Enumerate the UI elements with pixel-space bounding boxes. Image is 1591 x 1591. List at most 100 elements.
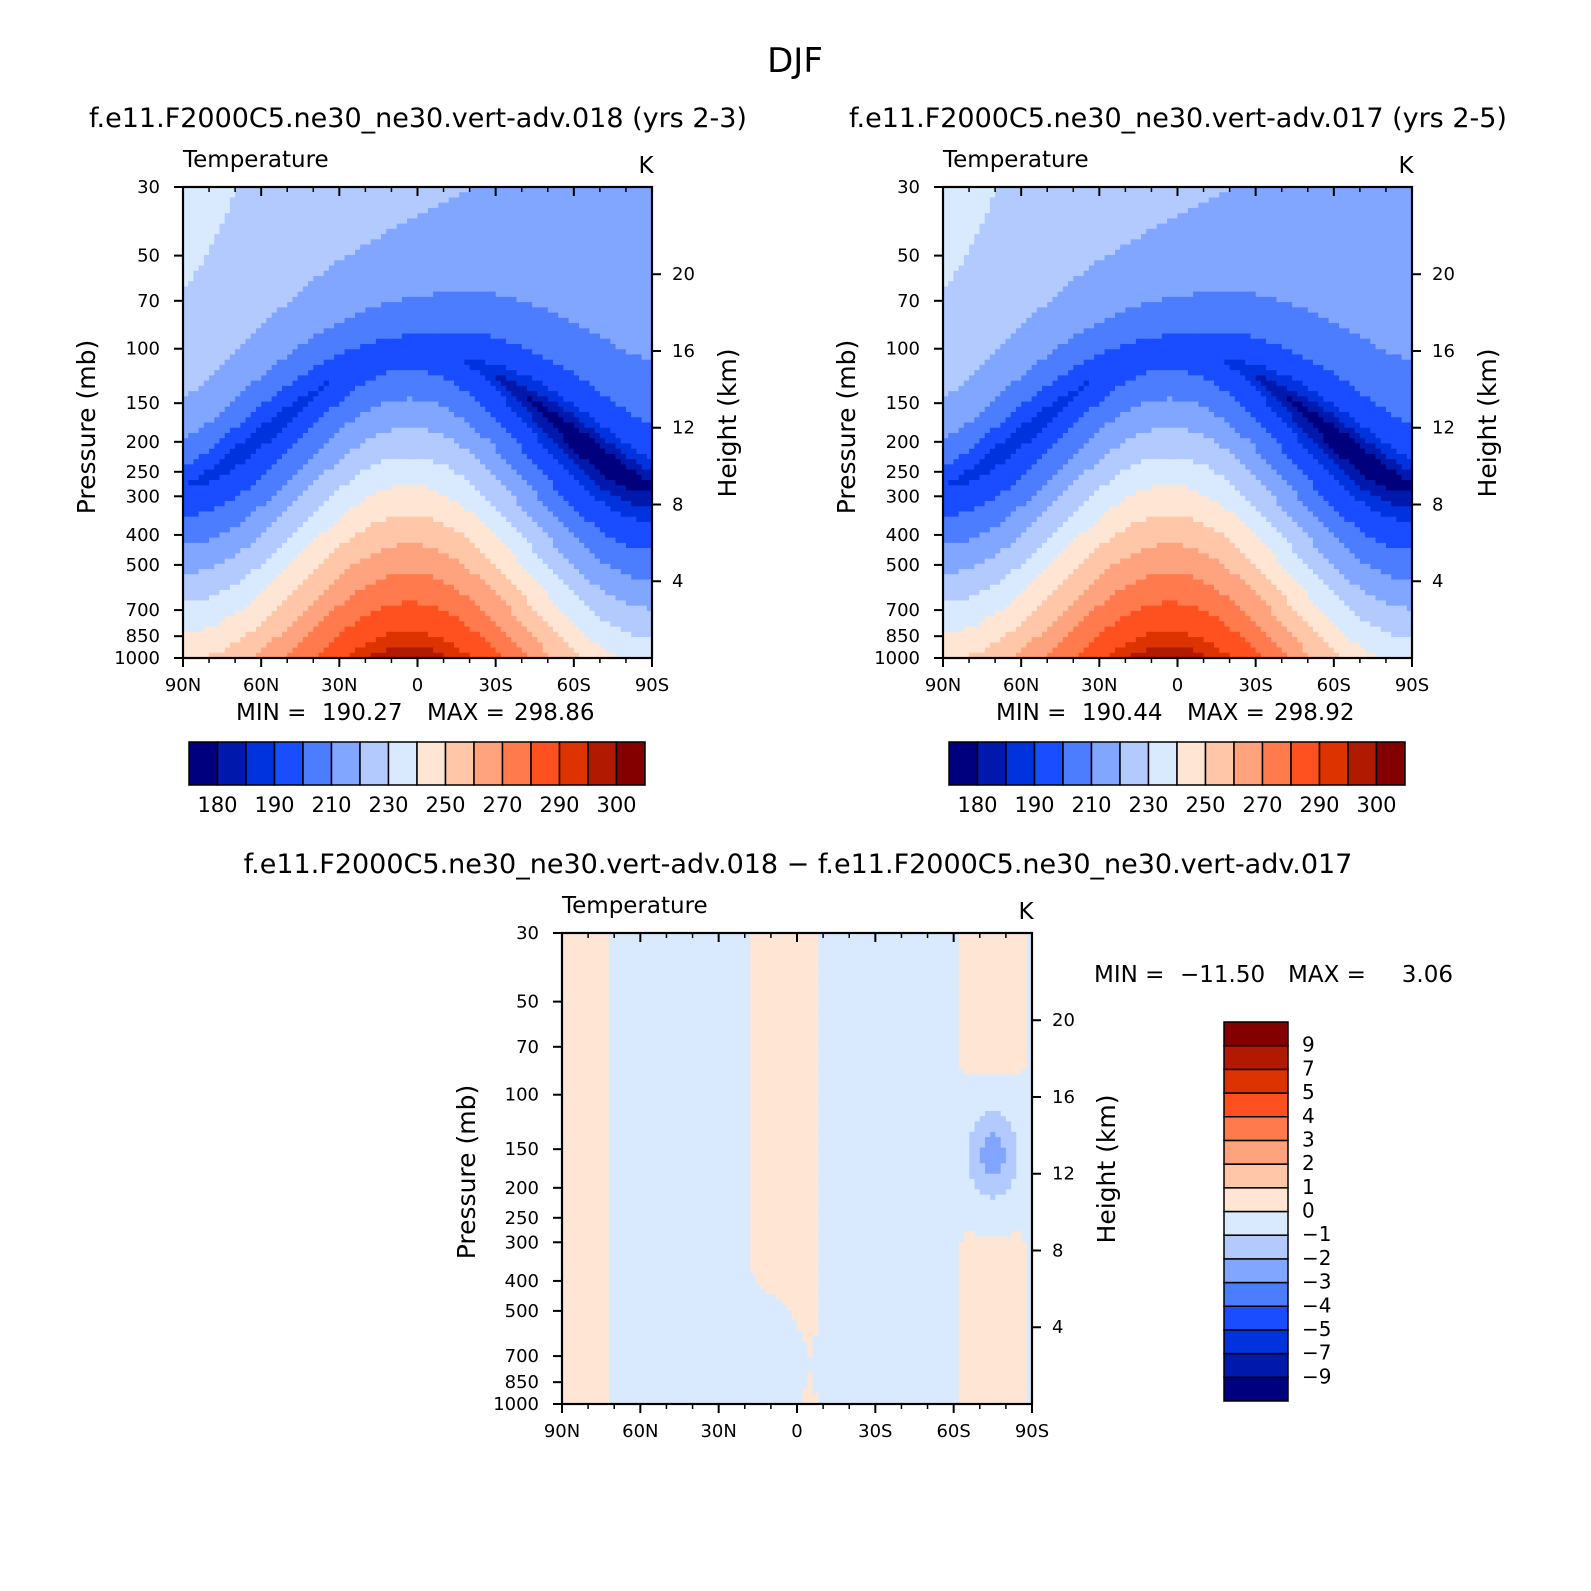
field-cell — [589, 213, 595, 219]
field-cell — [522, 218, 528, 224]
field-cell — [246, 271, 252, 277]
field-cell — [225, 234, 231, 240]
field-cell — [214, 229, 220, 235]
field-cell — [193, 208, 199, 214]
field-cell — [313, 260, 319, 266]
field-cell — [589, 218, 595, 224]
field-cell — [371, 234, 377, 240]
field-cell — [324, 281, 330, 287]
field-cell — [548, 224, 554, 230]
field-cell — [339, 234, 345, 240]
field-cell — [418, 224, 424, 230]
field-cell — [485, 260, 491, 266]
field-cell — [511, 239, 517, 245]
field-cell — [214, 224, 220, 230]
field-cell — [569, 271, 575, 277]
field-cell — [569, 250, 575, 256]
field-cell — [365, 208, 371, 214]
field-cell — [329, 260, 335, 266]
field-cell — [496, 197, 502, 203]
field-cell — [246, 218, 252, 224]
field-cell — [558, 197, 564, 203]
field-cell — [501, 203, 507, 209]
field-cell — [522, 245, 528, 251]
field-cell — [595, 255, 601, 261]
field-cell — [574, 208, 580, 214]
field-cell — [402, 192, 408, 198]
field-cell — [496, 271, 502, 277]
field-cell — [397, 218, 403, 224]
figure-title: DJF — [767, 41, 823, 81]
field-cell — [605, 213, 611, 219]
field-cell — [412, 229, 418, 235]
field-cell — [219, 229, 225, 235]
field-cell — [188, 213, 194, 219]
field-cell — [605, 239, 611, 245]
field-cell — [579, 271, 585, 277]
field-cell — [558, 239, 564, 245]
field-cell — [235, 234, 241, 240]
field-cell — [209, 224, 215, 230]
field-cell — [418, 229, 424, 235]
field-cell — [642, 276, 648, 282]
field-cell — [193, 239, 199, 245]
field-cell — [219, 271, 225, 277]
field-cell — [459, 224, 465, 230]
field-cell — [251, 197, 257, 203]
field-cell — [543, 224, 549, 230]
field-cell — [480, 229, 486, 235]
field-cell — [412, 276, 418, 282]
field-cell — [569, 224, 575, 230]
field-cell — [543, 218, 549, 224]
field-cell — [589, 239, 595, 245]
field-cell — [235, 229, 241, 235]
field-cell — [360, 234, 366, 240]
field-cell — [511, 229, 517, 235]
field-cell — [600, 203, 606, 209]
field-cell — [204, 255, 210, 261]
field-cell — [225, 192, 231, 198]
field-cell — [329, 276, 335, 282]
field-cell — [595, 229, 601, 235]
field-cell — [496, 255, 502, 261]
field-cell — [204, 229, 210, 235]
field-cell — [532, 255, 538, 261]
field-cell — [501, 239, 507, 245]
field-cell — [506, 266, 512, 272]
field-cell — [610, 224, 616, 230]
field-cell — [287, 245, 293, 251]
field-cell — [459, 250, 465, 256]
field-cell — [475, 197, 481, 203]
field-cell — [339, 266, 345, 272]
field-cell — [282, 276, 288, 282]
field-cell — [490, 266, 496, 272]
field-cell — [485, 218, 491, 224]
field-cell — [209, 192, 215, 198]
field-cell — [517, 197, 523, 203]
field-cell — [219, 281, 225, 287]
field-cell — [204, 203, 210, 209]
field-cell — [277, 234, 283, 240]
field-cell — [501, 260, 507, 266]
field-cell — [261, 218, 267, 224]
field-cell — [345, 260, 351, 266]
field-cell — [318, 260, 324, 266]
field-cell — [517, 224, 523, 230]
field-cell — [230, 208, 236, 214]
field-cell — [496, 266, 502, 272]
field-cell — [292, 266, 298, 272]
field-cell — [470, 197, 476, 203]
field-cell — [444, 260, 450, 266]
field-cell — [636, 266, 642, 272]
field-cell — [272, 239, 278, 245]
field-cell — [631, 224, 637, 230]
field-cell — [225, 239, 231, 245]
field-cell — [621, 255, 627, 261]
field-cell — [193, 197, 199, 203]
field-cell — [261, 197, 267, 203]
field-cell — [298, 260, 304, 266]
field-cell — [355, 245, 361, 251]
field-cell — [391, 245, 397, 251]
field-cell — [621, 192, 627, 198]
field-cell — [642, 218, 648, 224]
